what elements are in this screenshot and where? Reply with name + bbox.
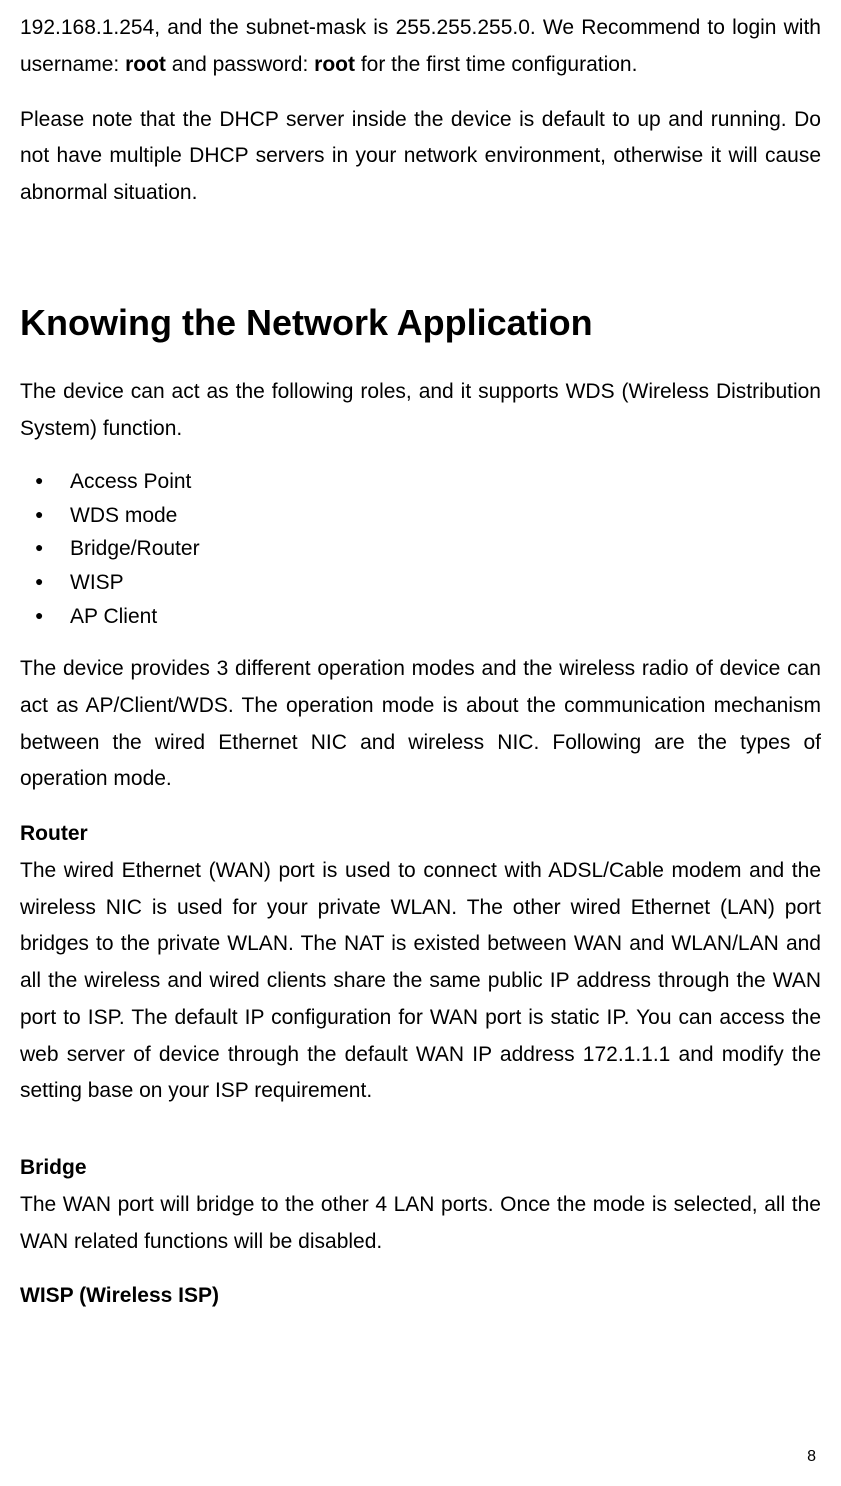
intro-text-3: for the first time configuration.: [355, 53, 637, 76]
intro-bold-1: root: [125, 53, 166, 76]
roles-list: Access Point WDS mode Bridge/Router WISP…: [20, 465, 821, 633]
wisp-section: WISP (Wireless ISP): [20, 1278, 821, 1315]
router-text: The wired Ethernet (WAN) port is used to…: [20, 853, 821, 1110]
intro-paragraph-2: Please note that the DHCP server inside …: [20, 102, 821, 212]
router-title: Router: [20, 816, 821, 853]
bridge-text: The WAN port will bridge to the other 4 …: [20, 1187, 821, 1261]
main-heading: Knowing the Network Application: [20, 302, 821, 344]
list-item: Bridge/Router: [20, 532, 821, 566]
intro-bold-2: root: [314, 53, 355, 76]
paragraph-4: The device provides 3 different operatio…: [20, 651, 821, 798]
bridge-section: Bridge The WAN port will bridge to the o…: [20, 1150, 821, 1260]
page-number: 8: [807, 1448, 816, 1466]
bridge-title: Bridge: [20, 1150, 821, 1187]
list-item: AP Client: [20, 600, 821, 634]
paragraph-3: The device can act as the following role…: [20, 374, 821, 448]
wisp-title: WISP (Wireless ISP): [20, 1278, 821, 1315]
intro-text-2: and password:: [166, 53, 314, 76]
list-item: WISP: [20, 566, 821, 600]
list-item: WDS mode: [20, 499, 821, 533]
intro-paragraph-1: 192.168.1.254, and the subnet-mask is 25…: [20, 10, 821, 84]
list-item: Access Point: [20, 465, 821, 499]
document-content: 192.168.1.254, and the subnet-mask is 25…: [20, 0, 821, 1315]
router-section: Router The wired Ethernet (WAN) port is …: [20, 816, 821, 1110]
